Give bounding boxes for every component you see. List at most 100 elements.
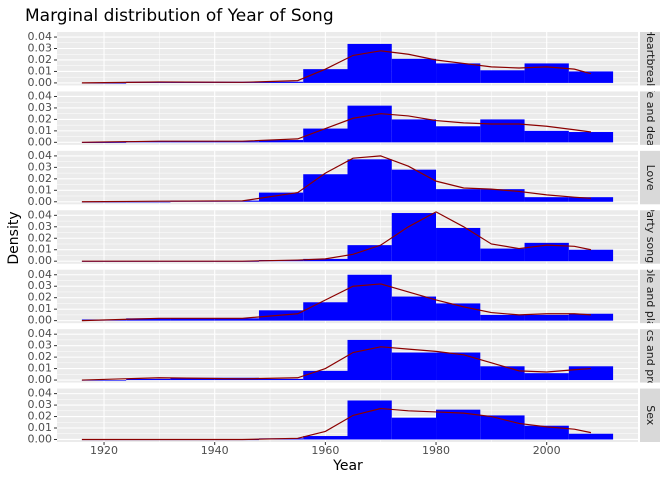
x-tick-label: 1940 (201, 444, 229, 457)
bar (81, 142, 127, 143)
y-tick-label: 0.01 (28, 64, 53, 77)
bar (480, 70, 525, 83)
bar (303, 370, 348, 381)
bar (480, 119, 525, 143)
bar (524, 425, 569, 440)
bar (524, 314, 569, 321)
y-tick-label: 0.01 (28, 302, 53, 315)
y-tick-label: 0.00 (28, 314, 53, 327)
bar (391, 58, 437, 83)
bar (347, 43, 392, 83)
y-tick-label: 0.01 (28, 124, 53, 137)
strip-label-group: Politics and protest (644, 303, 657, 409)
facet-strip (640, 91, 660, 145)
density-line (81, 407, 592, 441)
y-tick-label: 0.02 (28, 350, 53, 363)
bar (126, 318, 171, 321)
strip-label-group: Life and death (644, 78, 657, 157)
density-line (81, 50, 592, 84)
y-axis-label: Density (6, 211, 22, 264)
bar (258, 140, 304, 143)
y-tick-label: 0.00 (28, 135, 53, 148)
strip-label-group: Party songs (644, 205, 657, 269)
y-tick-label: 0.02 (28, 53, 53, 66)
x-axis-label: Year (332, 458, 363, 474)
bar (568, 433, 614, 440)
bar (170, 318, 215, 321)
y-tick-label: 0.04 (28, 208, 53, 221)
y-tick-label: 0.02 (28, 231, 53, 244)
y-tick-label: 0.00 (28, 373, 53, 386)
density-line (81, 155, 592, 203)
bar (347, 400, 392, 440)
x-tick-label: 1920 (90, 444, 118, 457)
y-tick-label: 0.03 (28, 160, 53, 173)
facet-label: Life and death (644, 78, 657, 157)
bar (391, 213, 437, 262)
y-tick-label: 0.02 (28, 172, 53, 185)
bar (480, 314, 525, 321)
facet-strip (640, 329, 660, 383)
bar (480, 248, 525, 262)
bar (568, 197, 614, 202)
bar (480, 189, 525, 202)
bar (568, 71, 614, 83)
x-tick-label: 2000 (533, 444, 561, 457)
bar (303, 258, 348, 262)
y-tick-label: 0.01 (28, 243, 53, 256)
y-tick-label: 0.03 (28, 339, 53, 352)
bar (258, 81, 304, 83)
y-tick-label: 0.03 (28, 101, 53, 114)
y-tick-label: 0.04 (28, 268, 53, 281)
bar (524, 197, 569, 202)
y-tick-label: 0.01 (28, 362, 53, 375)
density-line (81, 346, 592, 381)
facet-strip (640, 388, 660, 442)
bar (524, 373, 569, 381)
strip-label-group: Heartbreak (644, 28, 657, 90)
bar (436, 352, 481, 381)
facet-label: People and places (644, 247, 657, 347)
bar (568, 313, 614, 321)
bar (258, 378, 304, 381)
x-tick-label: 1960 (311, 444, 339, 457)
density-line (81, 211, 592, 262)
y-tick-label: 0.02 (28, 410, 53, 423)
y-tick-label: 0.02 (28, 112, 53, 125)
strip-label-group: People and places (644, 247, 657, 347)
bar (347, 105, 392, 143)
bar (391, 169, 437, 202)
bar (126, 378, 171, 381)
y-tick-label: 0.00 (28, 432, 53, 445)
x-tick-label: 1980 (422, 444, 450, 457)
facet-label: Heartbreak (644, 28, 657, 90)
bar (303, 302, 348, 321)
bar (436, 189, 481, 202)
bar (568, 132, 614, 143)
facet-strip (640, 150, 660, 205)
bar (347, 159, 392, 202)
y-tick-label: 0.04 (28, 30, 53, 43)
y-tick-label: 0.00 (28, 76, 53, 89)
facet-strip (640, 269, 660, 324)
bar (347, 274, 392, 321)
y-tick-label: 0.00 (28, 254, 53, 267)
bar (391, 119, 437, 143)
facet-label: Party songs (644, 205, 657, 269)
bar (391, 417, 437, 440)
bar (214, 318, 259, 321)
bar (480, 366, 525, 381)
bar (391, 352, 437, 381)
strip-label-group: Sex (644, 405, 657, 426)
bar (81, 380, 127, 381)
bar (303, 128, 348, 143)
bar (436, 126, 481, 143)
facet-label: Politics and protest (644, 303, 657, 409)
bar (347, 245, 392, 262)
facet-label: Love (644, 165, 657, 191)
y-tick-label: 0.02 (28, 291, 53, 304)
bar (347, 339, 392, 381)
chart-title: Marginal distribution of Year of Song (25, 6, 334, 26)
y-tick-label: 0.00 (28, 195, 53, 208)
